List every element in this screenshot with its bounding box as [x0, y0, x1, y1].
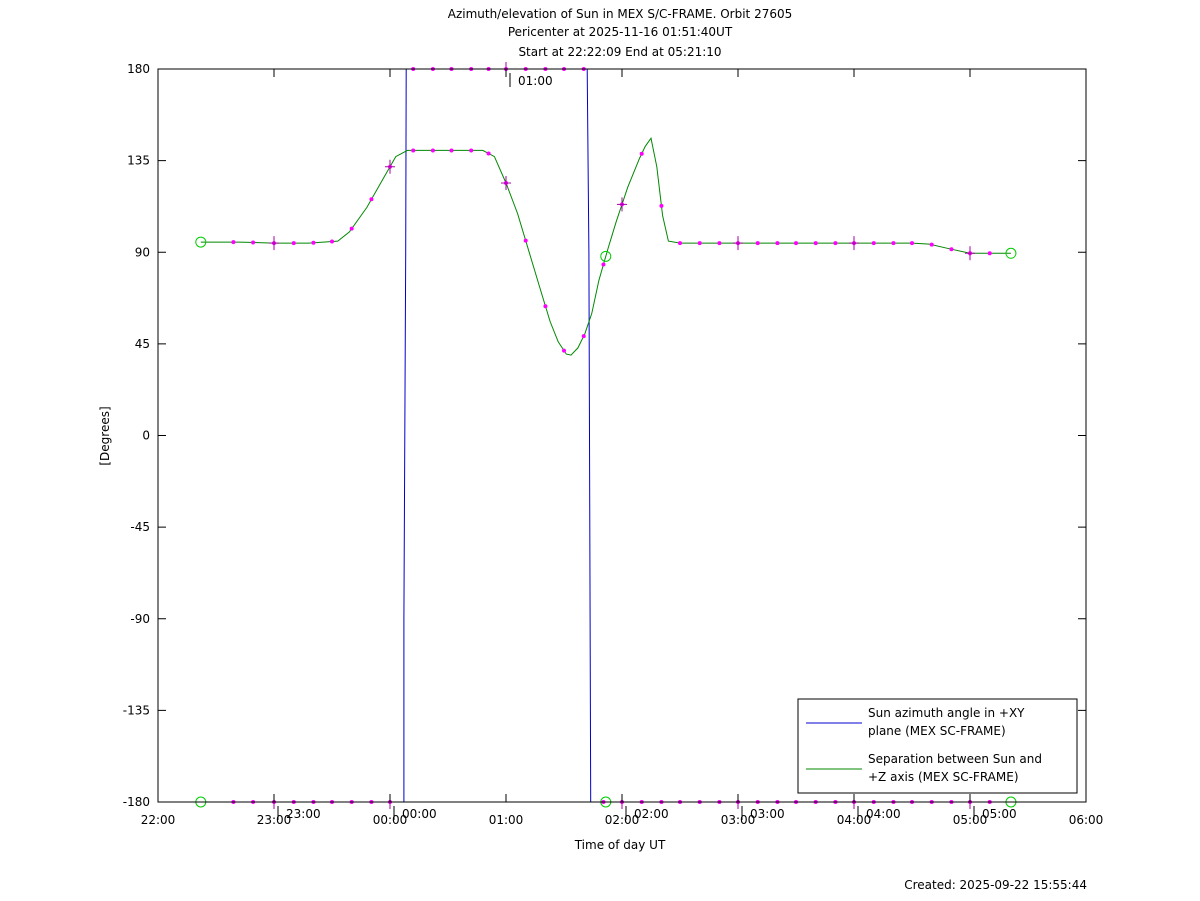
hour-marker-label: 01:00 — [518, 74, 553, 88]
sample-point — [486, 151, 491, 156]
x-tick-label: 23:00 — [257, 813, 292, 827]
sample-point — [929, 242, 934, 247]
series-line-1 — [200, 68, 1011, 803]
y-tick-label: 180 — [127, 62, 150, 76]
x-tick-label: 05:00 — [953, 813, 988, 827]
sample-point — [813, 241, 818, 246]
start-end-marker — [1005, 247, 1017, 259]
y-tick-label: -45 — [130, 520, 150, 534]
sample-point — [717, 241, 722, 246]
sample-point — [369, 197, 374, 202]
sample-point — [794, 241, 798, 246]
chart-title-line-3: Start at 22:22:09 End at 05:21:10 — [518, 45, 721, 59]
sample-point — [562, 348, 566, 353]
plot-area: 23:00 00:00 01:00 02:00 03:00 04:00 05:00 — [195, 62, 1017, 821]
sample-point — [871, 241, 876, 246]
sample-point — [891, 241, 896, 246]
y-tick-label: -180 — [123, 795, 150, 809]
created-timestamp: Created: 2025-09-22 15:55:44 — [904, 878, 1087, 892]
y-tick-label: 0 — [142, 429, 150, 443]
legend-label: +Z axis (MEX SC-FRAME) — [868, 770, 1019, 784]
hour-marker-label: 00:00 — [402, 807, 437, 821]
sample-point — [659, 203, 664, 208]
hour-marker-label: 02:00 — [634, 807, 669, 821]
start-end-marker — [195, 236, 207, 248]
sample-point — [231, 240, 236, 245]
sample-point — [330, 239, 334, 244]
x-tick-label: 01:00 — [489, 813, 524, 827]
sample-point — [833, 241, 838, 246]
sample-point — [601, 262, 606, 267]
sample-point — [349, 226, 354, 231]
sample-point — [581, 334, 586, 339]
axes: 180 135 90 45 0 -45 -90 -135 -180 22:00 23:00 00:00… — [123, 62, 1104, 827]
legend-label: plane (MEX SC-FRAME) — [868, 724, 1006, 738]
sample-point — [987, 251, 992, 256]
x-axis-label: Time of day UT — [574, 838, 666, 852]
sample-point — [291, 241, 296, 246]
sample-point — [949, 247, 954, 252]
sample-point — [523, 238, 528, 243]
y-tick-label: 135 — [127, 154, 150, 168]
sample-point — [697, 241, 702, 246]
sample-point — [311, 240, 316, 245]
hour-marker-label: 05:00 — [982, 807, 1017, 821]
series-line-2 — [200, 136, 1011, 356]
sample-point — [910, 241, 914, 246]
plot-frame — [157, 68, 1087, 803]
y-tick-label: -135 — [123, 703, 150, 717]
start-end-marker — [600, 250, 612, 262]
chart-title-line-1: Azimuth/elevation of Sun in MEX S/C-FRAM… — [448, 7, 793, 21]
hour-marker-label: 23:00 — [286, 807, 321, 821]
sample-point — [543, 304, 548, 309]
hour-marker-label: 03:00 — [750, 807, 785, 821]
legend: Sun azimuth angle in +XY plane (MEX SC-FR… — [797, 698, 1078, 794]
chart-title: Azimuth/elevation of Sun in MEX S/C-FRAM… — [448, 7, 793, 59]
y-tick-label: 90 — [135, 245, 150, 259]
sample-point — [449, 148, 454, 153]
legend-box — [797, 698, 1078, 794]
x-tick-label: 02:00 — [605, 813, 640, 827]
sample-point — [469, 148, 474, 153]
x-tick-label: 06:00 — [1069, 813, 1104, 827]
sample-point — [430, 148, 435, 153]
sample-point — [639, 151, 644, 156]
y-tick-label: 45 — [135, 337, 150, 351]
sample-point — [678, 241, 682, 246]
x-tick-label: 00:00 — [373, 813, 408, 827]
x-tick-label: 04:00 — [837, 813, 872, 827]
legend-label: Separation between Sun and — [868, 752, 1042, 766]
chart-title-line-2: Pericenter at 2025-11-16 01:51:40UT — [508, 25, 733, 39]
sample-point — [755, 241, 760, 246]
hour-marker-label: 04:00 — [866, 807, 901, 821]
sample-point — [775, 241, 780, 246]
x-tick-label: 03:00 — [721, 813, 756, 827]
sample-point — [251, 240, 256, 245]
sample-point — [411, 148, 416, 153]
y-tick-label: -90 — [130, 612, 150, 626]
legend-label: Sun azimuth angle in +XY — [868, 706, 1025, 720]
y-axis-label: [Degrees] — [98, 406, 112, 465]
x-tick-label: 22:00 — [141, 813, 176, 827]
